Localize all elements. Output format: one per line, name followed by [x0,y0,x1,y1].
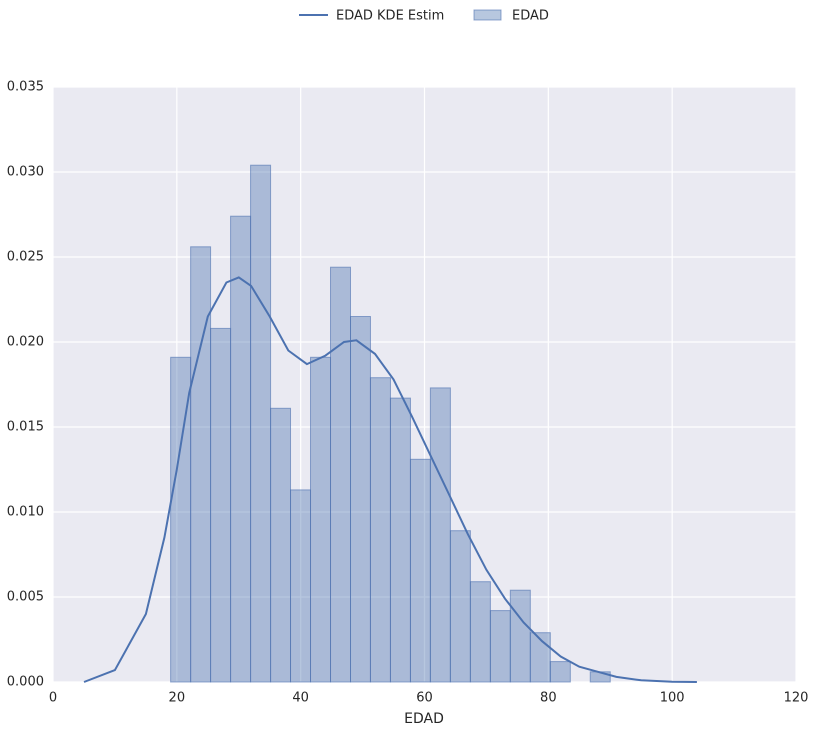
legend-label: EDAD [512,9,549,24]
histogram-bar [449,530,471,683]
x-tick-label: 80 [540,691,557,706]
histogram-bar [509,589,531,683]
kde-line [83,276,697,683]
y-tick-label: 0.020 [7,335,44,350]
histogram-bar [250,164,272,683]
legend-label: EDAD KDE Estim [336,9,444,24]
y-tick-label: 0.000 [7,675,44,690]
y-tick-label: 0.035 [7,80,44,95]
y-tick-label: 0.025 [7,250,44,265]
histogram-bar [469,581,491,683]
histogram-bar [549,661,571,683]
legend-patch-swatch [473,9,502,21]
histogram-bar [310,356,332,683]
y-tick-label: 0.005 [7,590,44,605]
y-tick-label: 0.030 [7,165,44,180]
y-tick-label: 0.010 [7,505,44,520]
histogram-bar [330,266,352,683]
histogram-bar [389,397,411,683]
histogram-bar [190,246,212,683]
y-tick-label: 0.015 [7,420,44,435]
histogram-bar [489,610,511,683]
x-tick-label: 20 [169,691,186,706]
x-tick-label: 40 [292,691,309,706]
histogram-bar [270,407,292,683]
histogram-bar [230,215,252,683]
histogram-bar [350,316,371,683]
histogram-bar [409,458,431,683]
histogram-bar [210,327,232,683]
x-tick-label: 60 [416,691,433,706]
x-tick-label: 0 [49,691,57,706]
x-axis-label: EDAD [404,711,444,727]
histogram-bar [429,387,451,683]
x-tick-label: 120 [784,691,809,706]
x-tick-label: 100 [660,691,685,706]
histogram-bar [369,377,391,683]
histogram-bar [290,489,312,683]
